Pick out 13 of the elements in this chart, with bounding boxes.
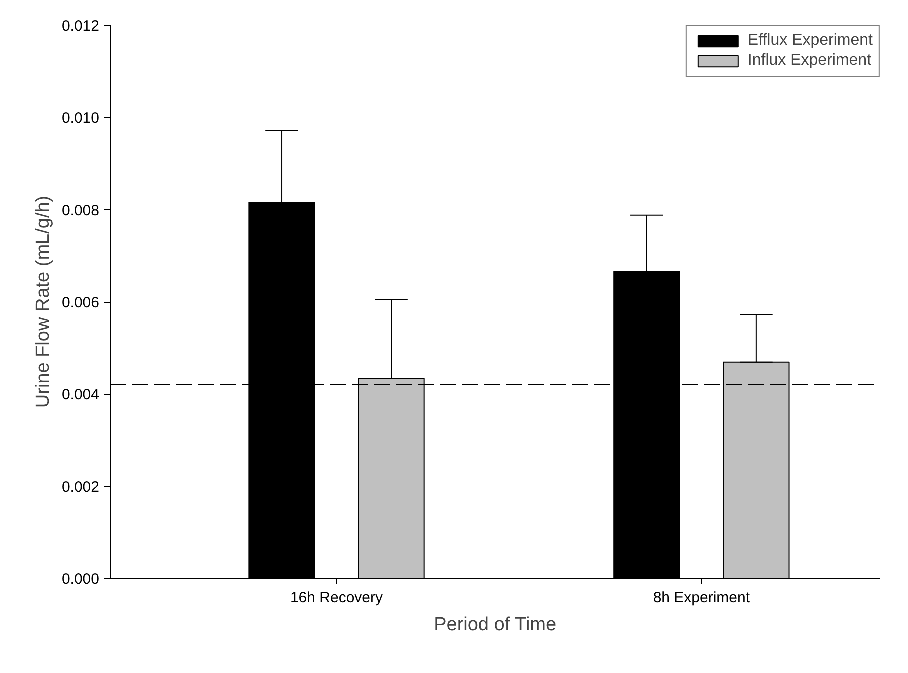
legend-label: Influx Experiment bbox=[748, 52, 872, 70]
y-tick-label: 0.002 bbox=[62, 478, 100, 496]
y-tick-label: 0.010 bbox=[62, 110, 100, 128]
y-tick-label: 0.000 bbox=[62, 571, 100, 588]
y-tick-label: 0.006 bbox=[62, 294, 100, 312]
y-tick-label: 0.012 bbox=[62, 18, 100, 35]
legend-label: Efflux Experiment bbox=[748, 32, 873, 50]
y-tick-label: 0.008 bbox=[62, 202, 100, 220]
x-tick-label: 16h Recovery bbox=[290, 590, 384, 606]
x-tick-label: 8h Experiment bbox=[653, 590, 751, 606]
y-tick-label: 0.004 bbox=[62, 386, 100, 404]
y-axis-title: Urine Flow Rate (mL/g/h) bbox=[32, 196, 54, 408]
x-axis-title: Period of Time bbox=[434, 614, 557, 636]
